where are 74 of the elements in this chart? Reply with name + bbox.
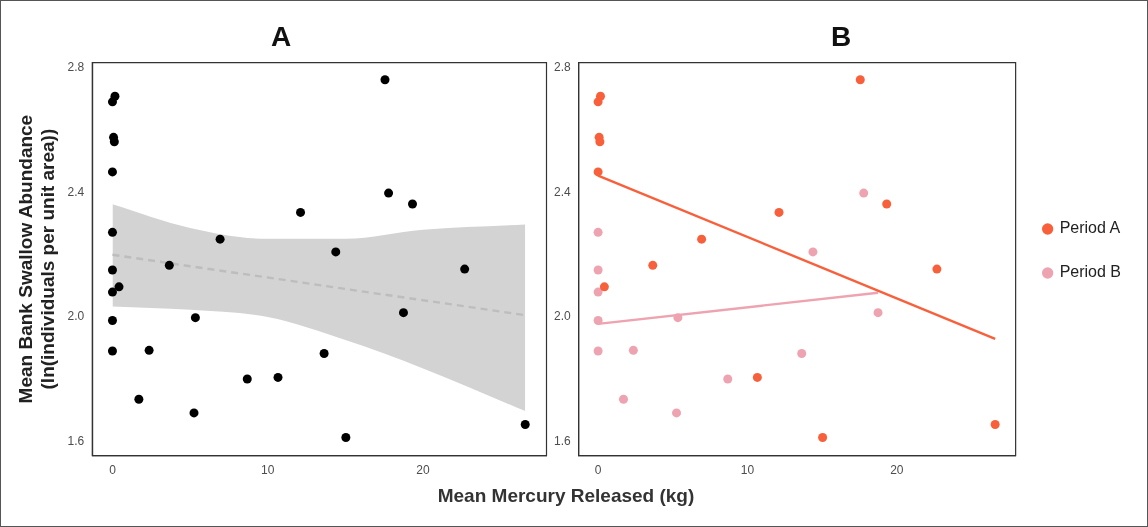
y-tick-label: 1.6 (67, 433, 85, 448)
point (341, 433, 351, 443)
point (723, 374, 733, 384)
point (107, 287, 117, 297)
point (599, 282, 609, 292)
point (107, 167, 117, 177)
point (619, 394, 628, 404)
point (673, 313, 683, 323)
point (855, 75, 865, 85)
chart-title: A (270, 20, 292, 52)
x-tick-label: 0 (109, 463, 117, 478)
point (593, 265, 603, 275)
point (296, 207, 306, 217)
y-tick-label: 2.8 (553, 60, 571, 75)
chart-title: B (830, 20, 852, 52)
y-tick-label: 2.0 (67, 309, 85, 324)
point (144, 345, 154, 355)
x-tick-label: 0 (594, 463, 602, 478)
x-tick-label: 20 (890, 463, 904, 478)
legend-label: Period A (1059, 219, 1121, 237)
point (595, 137, 605, 147)
point (593, 227, 603, 237)
point (882, 199, 892, 209)
point (990, 419, 1000, 429)
point (273, 372, 283, 382)
point (107, 315, 117, 325)
point (114, 282, 124, 292)
point (648, 260, 658, 270)
point (107, 346, 117, 356)
point (593, 346, 603, 356)
point (593, 287, 603, 297)
point (697, 234, 707, 244)
point (595, 91, 605, 101)
point (797, 348, 807, 358)
y-axis-title: Mean Bank Swallow Abundance (ln(individuals per unit area)) (14, 114, 59, 404)
point (109, 137, 119, 147)
point (460, 264, 470, 274)
point (859, 188, 869, 198)
point (774, 207, 784, 217)
x-axis-title: Mean Mercury Released (kg) (436, 485, 696, 507)
point (398, 308, 408, 318)
point (110, 91, 120, 101)
point (107, 265, 117, 275)
point (380, 75, 390, 85)
x-tick-label: 10 (740, 463, 755, 478)
point (384, 188, 394, 198)
legend-label: Period B (1059, 263, 1122, 281)
y-tick-label: 1.6 (553, 433, 571, 448)
x-tick-label: 20 (416, 463, 431, 478)
point (873, 308, 883, 318)
point (520, 419, 530, 429)
point (331, 247, 341, 257)
y-tick-label: 2.8 (67, 60, 85, 75)
point (752, 372, 762, 382)
point (189, 408, 199, 418)
point (593, 315, 603, 325)
point (808, 247, 818, 257)
point (215, 234, 225, 244)
y-tick-label: 2.4 (553, 184, 571, 199)
point (407, 199, 417, 209)
point (242, 374, 252, 384)
point (319, 348, 329, 358)
point (628, 345, 638, 355)
point (932, 264, 942, 274)
point (818, 433, 828, 443)
point (672, 408, 682, 418)
y-tick-label: 2.0 (553, 309, 571, 324)
point (164, 260, 174, 270)
point (134, 394, 144, 404)
y-tick-label: 2.4 (67, 184, 85, 199)
x-tick-label: 10 (261, 463, 275, 478)
point (593, 167, 603, 177)
point (107, 227, 117, 237)
point (190, 313, 200, 323)
